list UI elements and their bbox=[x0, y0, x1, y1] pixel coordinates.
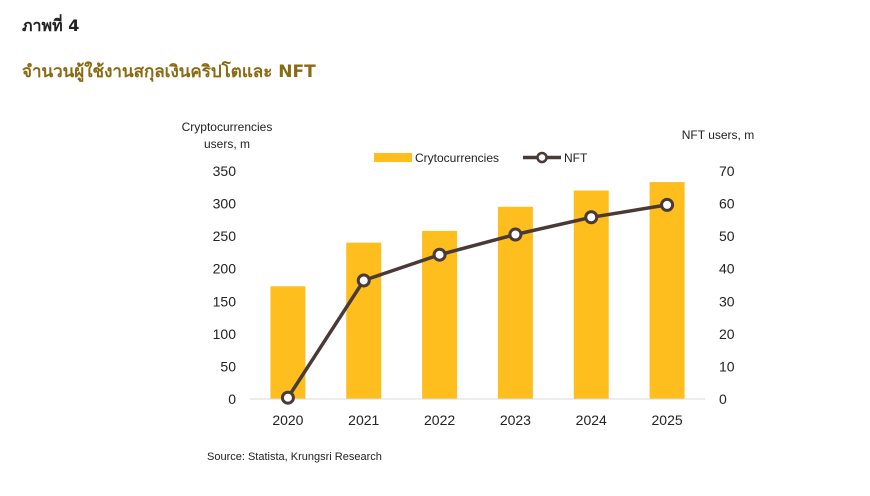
right-tick-label: 0 bbox=[719, 391, 727, 407]
bar bbox=[649, 182, 685, 399]
x-tick-label: 2023 bbox=[500, 412, 531, 428]
x-tick-label: 2025 bbox=[652, 412, 683, 428]
left-tick-label: 50 bbox=[220, 358, 236, 374]
figure-title: จำนวนผู้ใช้งานสกุลเงินคริปโตและ NFT bbox=[22, 62, 316, 82]
left-tick-label: 250 bbox=[213, 228, 237, 244]
legend-bar-label: Crytocurrencies bbox=[415, 151, 499, 165]
left-tick-label: 350 bbox=[213, 163, 237, 179]
nft-point bbox=[584, 210, 599, 225]
right-tick-label: 50 bbox=[719, 228, 735, 244]
nft-point bbox=[508, 227, 523, 242]
bar-series bbox=[270, 182, 685, 399]
x-tick-label: 2021 bbox=[348, 412, 379, 428]
right-tick-label: 40 bbox=[719, 261, 735, 277]
right-axis-ticks: 0 10 20 30 40 50 60 70 bbox=[719, 163, 735, 407]
x-tick-label: 2024 bbox=[576, 412, 607, 428]
legend-line-marker bbox=[536, 151, 548, 164]
left-tick-label: 100 bbox=[213, 326, 237, 342]
bar bbox=[270, 286, 306, 399]
right-tick-label: 20 bbox=[719, 326, 735, 342]
nft-series-line bbox=[286, 203, 668, 399]
legend-line-label: NFT bbox=[564, 151, 588, 165]
legend-bar-swatch bbox=[374, 153, 412, 162]
right-tick-label: 10 bbox=[719, 358, 735, 374]
bar bbox=[346, 242, 382, 399]
nft-point bbox=[432, 247, 447, 262]
x-tick-label: 2022 bbox=[424, 412, 455, 428]
left-axis-label-line2: users, m bbox=[204, 137, 250, 151]
right-tick-label: 60 bbox=[719, 196, 735, 212]
legend: Crytocurrencies NFT bbox=[374, 151, 588, 165]
x-axis-ticks: 2020 2021 2022 2023 2024 2025 bbox=[272, 412, 683, 428]
left-tick-label: 300 bbox=[213, 196, 237, 212]
bar bbox=[573, 190, 609, 399]
right-tick-label: 30 bbox=[719, 293, 735, 309]
left-tick-label: 0 bbox=[228, 391, 236, 407]
nft-point bbox=[280, 390, 295, 405]
left-tick-label: 200 bbox=[213, 261, 237, 277]
x-tick-label: 2020 bbox=[272, 412, 303, 428]
right-axis-label: NFT users, m bbox=[682, 128, 754, 142]
source-note: Source: Statista, Krungsri Research bbox=[207, 451, 382, 463]
left-axis-label-line1: Cryptocurrencies bbox=[182, 120, 273, 134]
nft-series-markers bbox=[280, 197, 675, 405]
left-axis-ticks: 0 50 100 150 200 250 300 350 bbox=[213, 163, 237, 407]
nft-point bbox=[660, 197, 675, 212]
nft-point bbox=[356, 273, 371, 288]
left-tick-label: 150 bbox=[213, 293, 237, 309]
figure-label: ภาพที่ 4 bbox=[22, 16, 80, 35]
right-tick-label: 70 bbox=[719, 163, 735, 179]
